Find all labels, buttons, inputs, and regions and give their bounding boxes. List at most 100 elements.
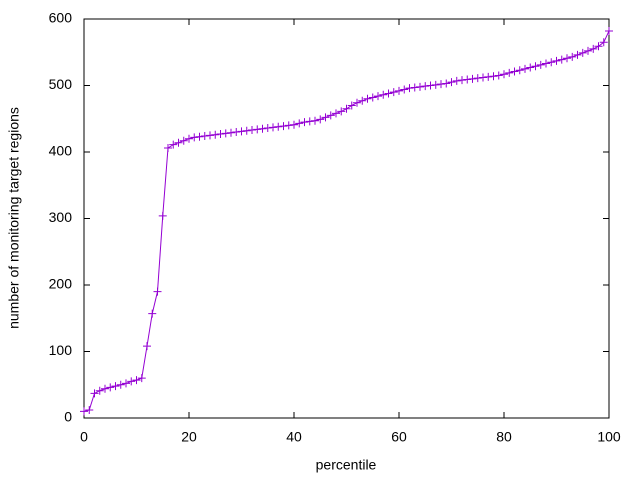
data-point: [148, 309, 157, 318]
data-point: [405, 84, 414, 93]
data-point: [368, 93, 377, 102]
data-point: [305, 117, 314, 126]
data-point: [573, 50, 582, 59]
data-point: [122, 379, 130, 388]
data-point: [489, 72, 498, 81]
data-point: [90, 389, 99, 398]
data-point: [521, 64, 529, 73]
data-point: [389, 88, 398, 97]
data-point: [594, 42, 603, 51]
data-point: [153, 287, 162, 296]
data-point: [347, 101, 356, 110]
data-point: [547, 58, 556, 67]
x-axis-label: percentile: [316, 457, 377, 473]
data-point: [589, 44, 598, 53]
y-tick-label: 500: [49, 76, 73, 92]
data-point: [321, 113, 330, 122]
data-point: [452, 76, 461, 85]
data-point: [458, 76, 466, 85]
data-point: [95, 386, 104, 395]
data-point: [137, 374, 146, 383]
data-point: [510, 67, 519, 76]
data-point: [463, 75, 472, 84]
x-tick-label: 60: [391, 429, 407, 445]
y-tick-label: 0: [64, 409, 72, 425]
y-tick-label: 400: [49, 143, 73, 159]
data-point: [248, 126, 256, 135]
data-point: [395, 86, 403, 95]
x-tick-label: 100: [597, 429, 621, 445]
x-tick-label: 80: [496, 429, 512, 445]
data-point: [158, 211, 167, 220]
data-point: [563, 54, 571, 63]
data-point: [143, 342, 151, 351]
data-point: [179, 136, 188, 145]
y-tick-label: 100: [49, 342, 73, 358]
data-point: [132, 376, 141, 385]
data-point: [337, 107, 346, 116]
data-point: [410, 83, 419, 92]
data-point: [169, 140, 178, 149]
data-point: [279, 122, 288, 131]
data-point: [111, 382, 120, 391]
data-point: [127, 377, 136, 386]
data-point: [295, 119, 304, 128]
data-line: [83, 30, 610, 412]
data-point: [500, 70, 508, 79]
y-tick-label: 600: [49, 10, 73, 26]
data-point: [101, 384, 109, 393]
data-point: [505, 68, 514, 77]
data-point: [484, 72, 493, 81]
x-tick-label: 0: [80, 429, 88, 445]
data-point: [206, 131, 214, 140]
data-point: [242, 126, 251, 135]
data-point: [358, 96, 367, 105]
data-point: [447, 78, 456, 87]
data-point: [216, 130, 225, 139]
data-point: [116, 380, 125, 389]
data-point: [211, 130, 220, 139]
data-point: [190, 133, 199, 142]
data-point: [80, 407, 88, 416]
data-point: [185, 134, 193, 143]
x-tick-label: 40: [286, 429, 302, 445]
data-point: [536, 60, 545, 69]
data-point: [85, 406, 94, 415]
data-point: [479, 73, 487, 82]
data-point: [237, 127, 246, 136]
data-point: [468, 74, 477, 83]
data-point: [326, 111, 335, 120]
data-point: [568, 52, 577, 61]
data-point: [437, 80, 445, 89]
data-point: [284, 121, 293, 130]
data-point: [342, 104, 351, 113]
data-point: [526, 63, 535, 72]
data-point: [379, 90, 388, 99]
data-point: [374, 92, 382, 101]
x-tick-label: 20: [181, 429, 197, 445]
data-point: [384, 89, 393, 98]
data-point: [473, 74, 482, 83]
data-point: [221, 129, 230, 138]
y-axis-label: number of monitoring target regions: [6, 107, 22, 329]
data-point: [195, 132, 204, 141]
data-point: [106, 383, 115, 392]
data-point: [426, 81, 435, 90]
data-point: [174, 138, 183, 147]
data-point: [258, 124, 267, 133]
data-point: [599, 38, 608, 47]
data-point: [421, 82, 430, 91]
data-point: [353, 98, 361, 107]
data-point: [263, 124, 272, 133]
data-point: [227, 128, 235, 137]
data-point: [431, 80, 440, 89]
data-point: [605, 26, 613, 35]
data-point: [253, 125, 262, 134]
y-tick-label: 300: [49, 209, 73, 225]
data-point: [494, 71, 503, 80]
data-point: [442, 79, 451, 88]
data-point: [316, 115, 325, 124]
data-point: [515, 66, 524, 75]
data-point: [164, 144, 172, 153]
